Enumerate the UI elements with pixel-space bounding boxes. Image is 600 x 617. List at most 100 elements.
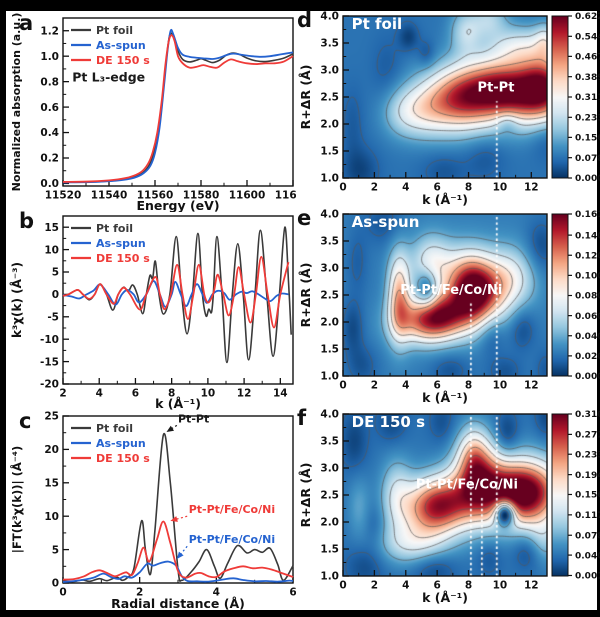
colorbar-tick-label: 0.156 xyxy=(575,491,600,501)
panel-letter-d: d xyxy=(297,8,313,32)
colorbar-tick-label: 0.271 xyxy=(575,431,600,441)
colorbar-tick-label: 0.140 xyxy=(575,231,600,241)
y-tick-label: -15 xyxy=(40,356,59,368)
x-tick-label: 8 xyxy=(465,580,472,592)
y-tick-label: 20 xyxy=(44,444,59,456)
plot-frame xyxy=(62,215,294,385)
wavelet-peak-label: Pt-Pt/Fe/Co/Ni xyxy=(400,283,502,298)
x-tick-label: 0 xyxy=(339,182,346,194)
x-axis-label: k (Å⁻¹) xyxy=(422,390,468,405)
colorbar-tick-label: 0.040 xyxy=(575,551,600,561)
plot-canvas-svg: 0 2 4 6 0 5 10 15 20 25 Radial distance (Å) |FT(k³χ… xyxy=(9,411,296,611)
wavelet-heatmap xyxy=(343,16,547,178)
y-tick-label: 5 xyxy=(52,267,59,279)
x-tick-label: 12 xyxy=(524,182,539,194)
y-tick-label: 1.0 xyxy=(40,51,59,63)
axes: 11520 11540 11560 11580 11600 11620 0.0 0.2 0.4 0… xyxy=(10,13,296,212)
colorbar-tick-label: 0.156 xyxy=(575,134,600,144)
y-tick-label: 1.5 xyxy=(320,344,339,356)
x-tick-label: 11540 xyxy=(91,190,128,202)
colorbar-tick-label: 0.389 xyxy=(575,73,600,83)
y-tick-label: 1.2 xyxy=(40,25,59,37)
legend-item: DE 150 s xyxy=(71,252,150,265)
wavelet-peak-label: Pt-Pt xyxy=(478,81,515,96)
peak-annotation: Pt-Pt/Fe/Co/Ni xyxy=(176,533,275,559)
y-tick-label: 2.0 xyxy=(320,517,339,529)
legend-label: As-spun xyxy=(96,39,146,52)
x-tick-label: 0 xyxy=(339,580,346,592)
x-tick-label: 11620 xyxy=(275,190,296,202)
y-tick-label: 3.5 xyxy=(320,436,339,448)
y-tick-label: 2.5 xyxy=(320,92,339,104)
x-tick-label: 11560 xyxy=(137,190,174,202)
wavelet-heatmap xyxy=(343,414,547,576)
y-tick-label: 0.6 xyxy=(40,102,59,114)
plot-annotation: Pt L₃-edge xyxy=(72,70,145,85)
y-tick-label: 3.5 xyxy=(320,38,339,50)
x-tick-label: 2 xyxy=(59,388,66,400)
y-tick-label: 5 xyxy=(52,544,59,556)
colorbar xyxy=(552,214,568,376)
legend-item: DE 150 s xyxy=(71,54,150,67)
colorbar-frame xyxy=(551,213,569,377)
y-tick-label: 3.0 xyxy=(320,65,339,77)
y-axis-label: k³χ(k) (Å⁻³) xyxy=(9,262,24,338)
x-tick-label: 6 xyxy=(289,587,296,599)
series-pt-foil xyxy=(62,432,294,583)
legend-label: As-spun xyxy=(96,437,146,450)
colorbar-tick-label: 0.117 xyxy=(575,511,600,521)
y-tick-label: 4.0 xyxy=(320,409,339,421)
legend-item: As-spun xyxy=(71,437,146,450)
plot-frame xyxy=(62,17,294,187)
y-tick-label: 1.5 xyxy=(320,544,339,556)
peak-annotation: Pt-Pt/Fe/Co/Ni xyxy=(170,503,275,522)
y-tick-label: 15 xyxy=(44,222,59,234)
legend-item: Pt foil xyxy=(71,24,133,37)
colorbar-tick-label: 0.194 xyxy=(575,471,600,481)
panel-letter-c: c xyxy=(19,409,32,433)
x-tick-label: 10 xyxy=(493,580,508,592)
legend-item: Pt foil xyxy=(71,422,133,435)
colorbar-tick-label: 0.467 xyxy=(575,53,600,63)
annotation-text: Pt-Pt xyxy=(178,413,209,426)
y-tick-label: 4.0 xyxy=(320,209,339,221)
legend-label: As-spun xyxy=(96,237,146,250)
annotation-arrow-head xyxy=(170,516,178,522)
x-tick-label: 8 xyxy=(168,388,175,400)
axes: 0 2 4 6 8 10 12 1.0 1.5 2.0 2.5 3.0 3.5 4.0 k (Å⁻¹) R+Δ… xyxy=(298,11,548,207)
y-tick-label: 25 xyxy=(44,411,59,423)
y-tick-label: 0.8 xyxy=(40,76,59,88)
y-tick-label: 0 xyxy=(52,578,59,590)
x-tick-label: 11580 xyxy=(183,190,220,202)
y-tick-label: -5 xyxy=(47,312,59,324)
panel-letter-e: e xyxy=(297,206,312,230)
wavelet-title: As-spun xyxy=(352,213,420,231)
annotation-text: Pt-Pt/Fe/Co/Ni xyxy=(189,533,275,546)
x-tick-label: 11600 xyxy=(229,190,266,202)
colorbar-tick-label: 0.060 xyxy=(575,312,600,322)
x-tick-label: 4 xyxy=(402,182,409,194)
panel-b-exafs-oscillations: 2 4 6 8 10 12 14 -20 -15 -10 -5 0 5 10 15 k (Å⁻¹) k³χ(k)… xyxy=(8,210,296,410)
y-tick-label: 0.0 xyxy=(40,178,59,190)
x-tick-label: 4 xyxy=(213,587,220,599)
colorbar-tick-label: 0.000 xyxy=(575,174,600,184)
x-tick-label: 8 xyxy=(465,182,472,194)
x-tick-label: 8 xyxy=(465,380,472,392)
y-tick-label: 3.0 xyxy=(320,463,339,475)
x-tick-label: 6 xyxy=(433,182,440,194)
axes: 0 2 4 6 8 10 12 1.0 1.5 2.0 2.5 3.0 3.5 4.0 k (Å⁻¹) R+Δ… xyxy=(298,209,548,405)
wavelet-title: Pt foil xyxy=(352,15,403,33)
legend-item: DE 150 s xyxy=(71,452,150,465)
x-axis-label: Radial distance (Å) xyxy=(111,596,245,611)
x-tick-label: 11520 xyxy=(45,190,82,202)
legend-item: Pt foil xyxy=(71,222,133,235)
panel-letter-b: b xyxy=(19,209,35,233)
colorbar-frame xyxy=(551,413,569,577)
x-tick-label: 14 xyxy=(273,388,288,400)
colorbar-tick-label: 0.310 xyxy=(575,410,600,420)
colorbar xyxy=(552,16,568,178)
wavelet-title: DE 150 s xyxy=(352,413,425,431)
panel-letter-a: a xyxy=(19,11,34,35)
series-as-spun xyxy=(62,28,294,184)
